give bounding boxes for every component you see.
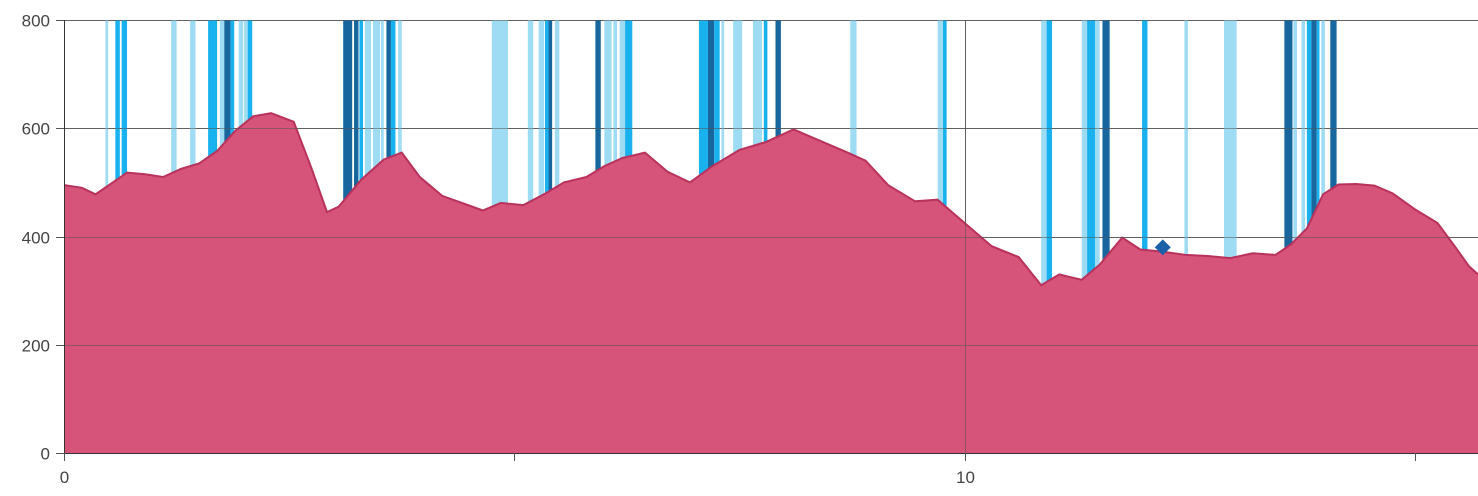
area-line <box>63 112 1478 287</box>
band-dark <box>1102 20 1110 453</box>
band-light <box>1081 20 1088 453</box>
band-medium <box>1046 20 1052 453</box>
band-medium <box>1142 20 1148 453</box>
band-dark <box>1284 20 1293 453</box>
tick-labels: 0 200 400 600 800 0 10 <box>22 12 975 488</box>
y-tick-label: 800 <box>22 12 50 31</box>
area-series <box>63 20 1478 453</box>
band-light <box>1041 20 1047 453</box>
band-light <box>1293 20 1297 453</box>
x-tick-label: 0 <box>60 468 69 487</box>
y-tick-label: 400 <box>22 229 50 248</box>
band-light <box>1095 20 1100 453</box>
band-light <box>1184 20 1188 453</box>
diamond-marker <box>1154 239 1171 256</box>
y-tick-label: 0 <box>41 445 50 464</box>
axes <box>56 20 1478 461</box>
x-tick-label: 10 <box>956 468 975 487</box>
marker-group <box>1154 239 1171 256</box>
y-tick-label: 200 <box>22 337 50 356</box>
band-medium <box>1087 20 1096 453</box>
area-fill <box>64 113 1478 453</box>
y-tick-label: 600 <box>22 120 50 139</box>
